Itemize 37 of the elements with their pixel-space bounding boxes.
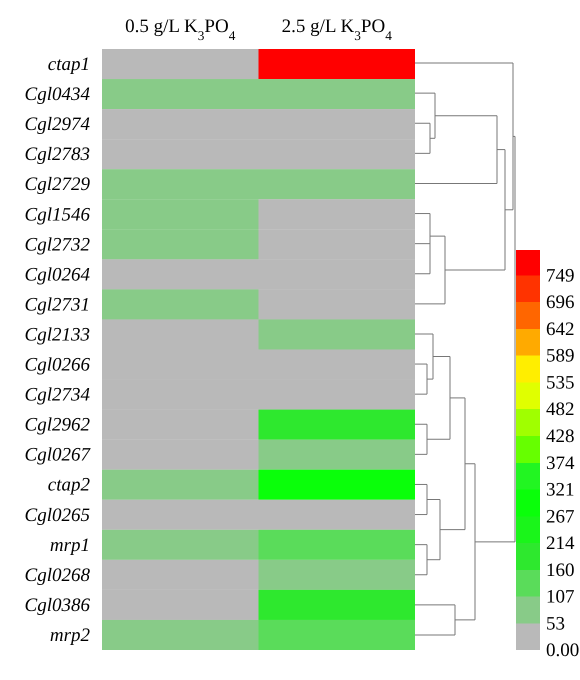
y-tick-label: mrp2 bbox=[50, 624, 90, 646]
y-tick-label: Cgl0267 bbox=[24, 444, 92, 466]
y-tick-label: Cgl2734 bbox=[24, 384, 90, 406]
y-tick-label: Cgl2732 bbox=[24, 234, 90, 256]
y-tick-label: Cgl2731 bbox=[24, 294, 90, 316]
y-tick-label: Cgl0264 bbox=[24, 264, 90, 286]
x-tick-label: 0.5 g/L K$_{3}$PO$_{4}$ bbox=[125, 16, 236, 42]
y-tick-label: Cgl0434 bbox=[24, 84, 90, 106]
y-tick-label: ctap2 bbox=[48, 474, 90, 496]
color-bar-label: 321 bbox=[546, 480, 574, 500]
y-tick-label: Cgl0266 bbox=[24, 354, 90, 376]
color-bar-label: 53 bbox=[546, 614, 565, 634]
color-bar-label: 749 bbox=[546, 266, 574, 286]
y-tick-label: Cgl0268 bbox=[24, 564, 90, 586]
color-bar-label: 0.00 bbox=[546, 640, 580, 661]
y-tick-label: ctap1 bbox=[48, 54, 90, 76]
y-tick-label: Cgl0265 bbox=[24, 504, 90, 526]
color-bar-label: 589 bbox=[546, 346, 574, 366]
x-tick-label: 2.5 g/L K$_{3}$PO$_{4}$ bbox=[282, 16, 392, 42]
color-bar-label: 696 bbox=[546, 292, 574, 313]
color-bar-label: 267 bbox=[546, 506, 574, 528]
y-tick-label: Cgl2729 bbox=[24, 174, 90, 196]
y-tick-label: Cgl1546 bbox=[24, 204, 90, 226]
color-bar-label: 428 bbox=[546, 426, 574, 447]
y-tick-label: mrp1 bbox=[50, 534, 90, 556]
color-bar-label: 642 bbox=[546, 319, 574, 340]
y-tick-label: Cgl2133 bbox=[24, 324, 90, 346]
y-tick-label: Cgl2783 bbox=[24, 144, 90, 166]
color-bar-label: 160 bbox=[546, 560, 574, 581]
color-bar-label: 535 bbox=[546, 372, 574, 394]
color-bar-label: 374 bbox=[546, 453, 575, 474]
y-tick-label: Cgl2974 bbox=[24, 114, 90, 136]
color-bar-label: 482 bbox=[546, 399, 574, 420]
y-tick-label: Cgl0386 bbox=[24, 594, 90, 616]
color-bar-label: 107 bbox=[546, 586, 574, 608]
y-tick-label: Cgl2962 bbox=[24, 414, 90, 436]
color-bar-label: 214 bbox=[546, 533, 575, 554]
